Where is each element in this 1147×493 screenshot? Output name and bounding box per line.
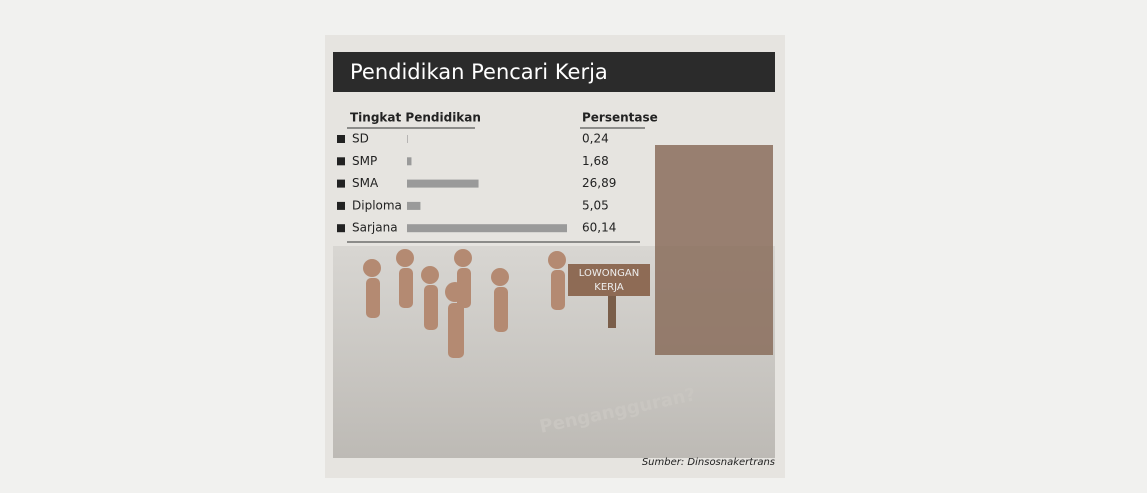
sign-text: KERJA	[594, 282, 624, 293]
value-label: 5,05	[582, 198, 609, 212]
clipping: Pendidikan Pencari Kerja Tingkat Pendidi…	[0, 0, 1147, 493]
building	[655, 145, 773, 355]
sign-post	[608, 292, 616, 328]
bar	[407, 180, 479, 188]
value-header: Persentase	[582, 111, 658, 125]
value-label: 60,14	[582, 221, 616, 235]
category-label: SMA	[352, 176, 379, 190]
sign-text: LOWONGAN	[579, 268, 639, 279]
category-label: Sarjana	[352, 221, 398, 235]
value-label: 26,89	[582, 176, 616, 190]
bar	[407, 224, 567, 232]
bullet	[337, 157, 345, 165]
bar	[407, 157, 411, 165]
value-label: 0,24	[582, 132, 609, 146]
value-label: 1,68	[582, 154, 609, 168]
page: {"chart_data": {"type": "bar", "title": …	[0, 0, 1147, 493]
bar	[407, 202, 420, 210]
bar	[407, 135, 408, 143]
bullet	[337, 224, 345, 232]
chart-title: Pendidikan Pencari Kerja	[350, 60, 608, 84]
bullet	[337, 180, 345, 188]
category-label: SD	[352, 132, 369, 146]
bullet	[337, 202, 345, 210]
category-label: SMP	[352, 154, 377, 168]
bullet	[337, 135, 345, 143]
category-header: Tingkat Pendidikan	[350, 111, 481, 125]
source: Sumber: Dinsosnakertrans	[642, 457, 775, 468]
category-label: Diploma	[352, 198, 402, 212]
